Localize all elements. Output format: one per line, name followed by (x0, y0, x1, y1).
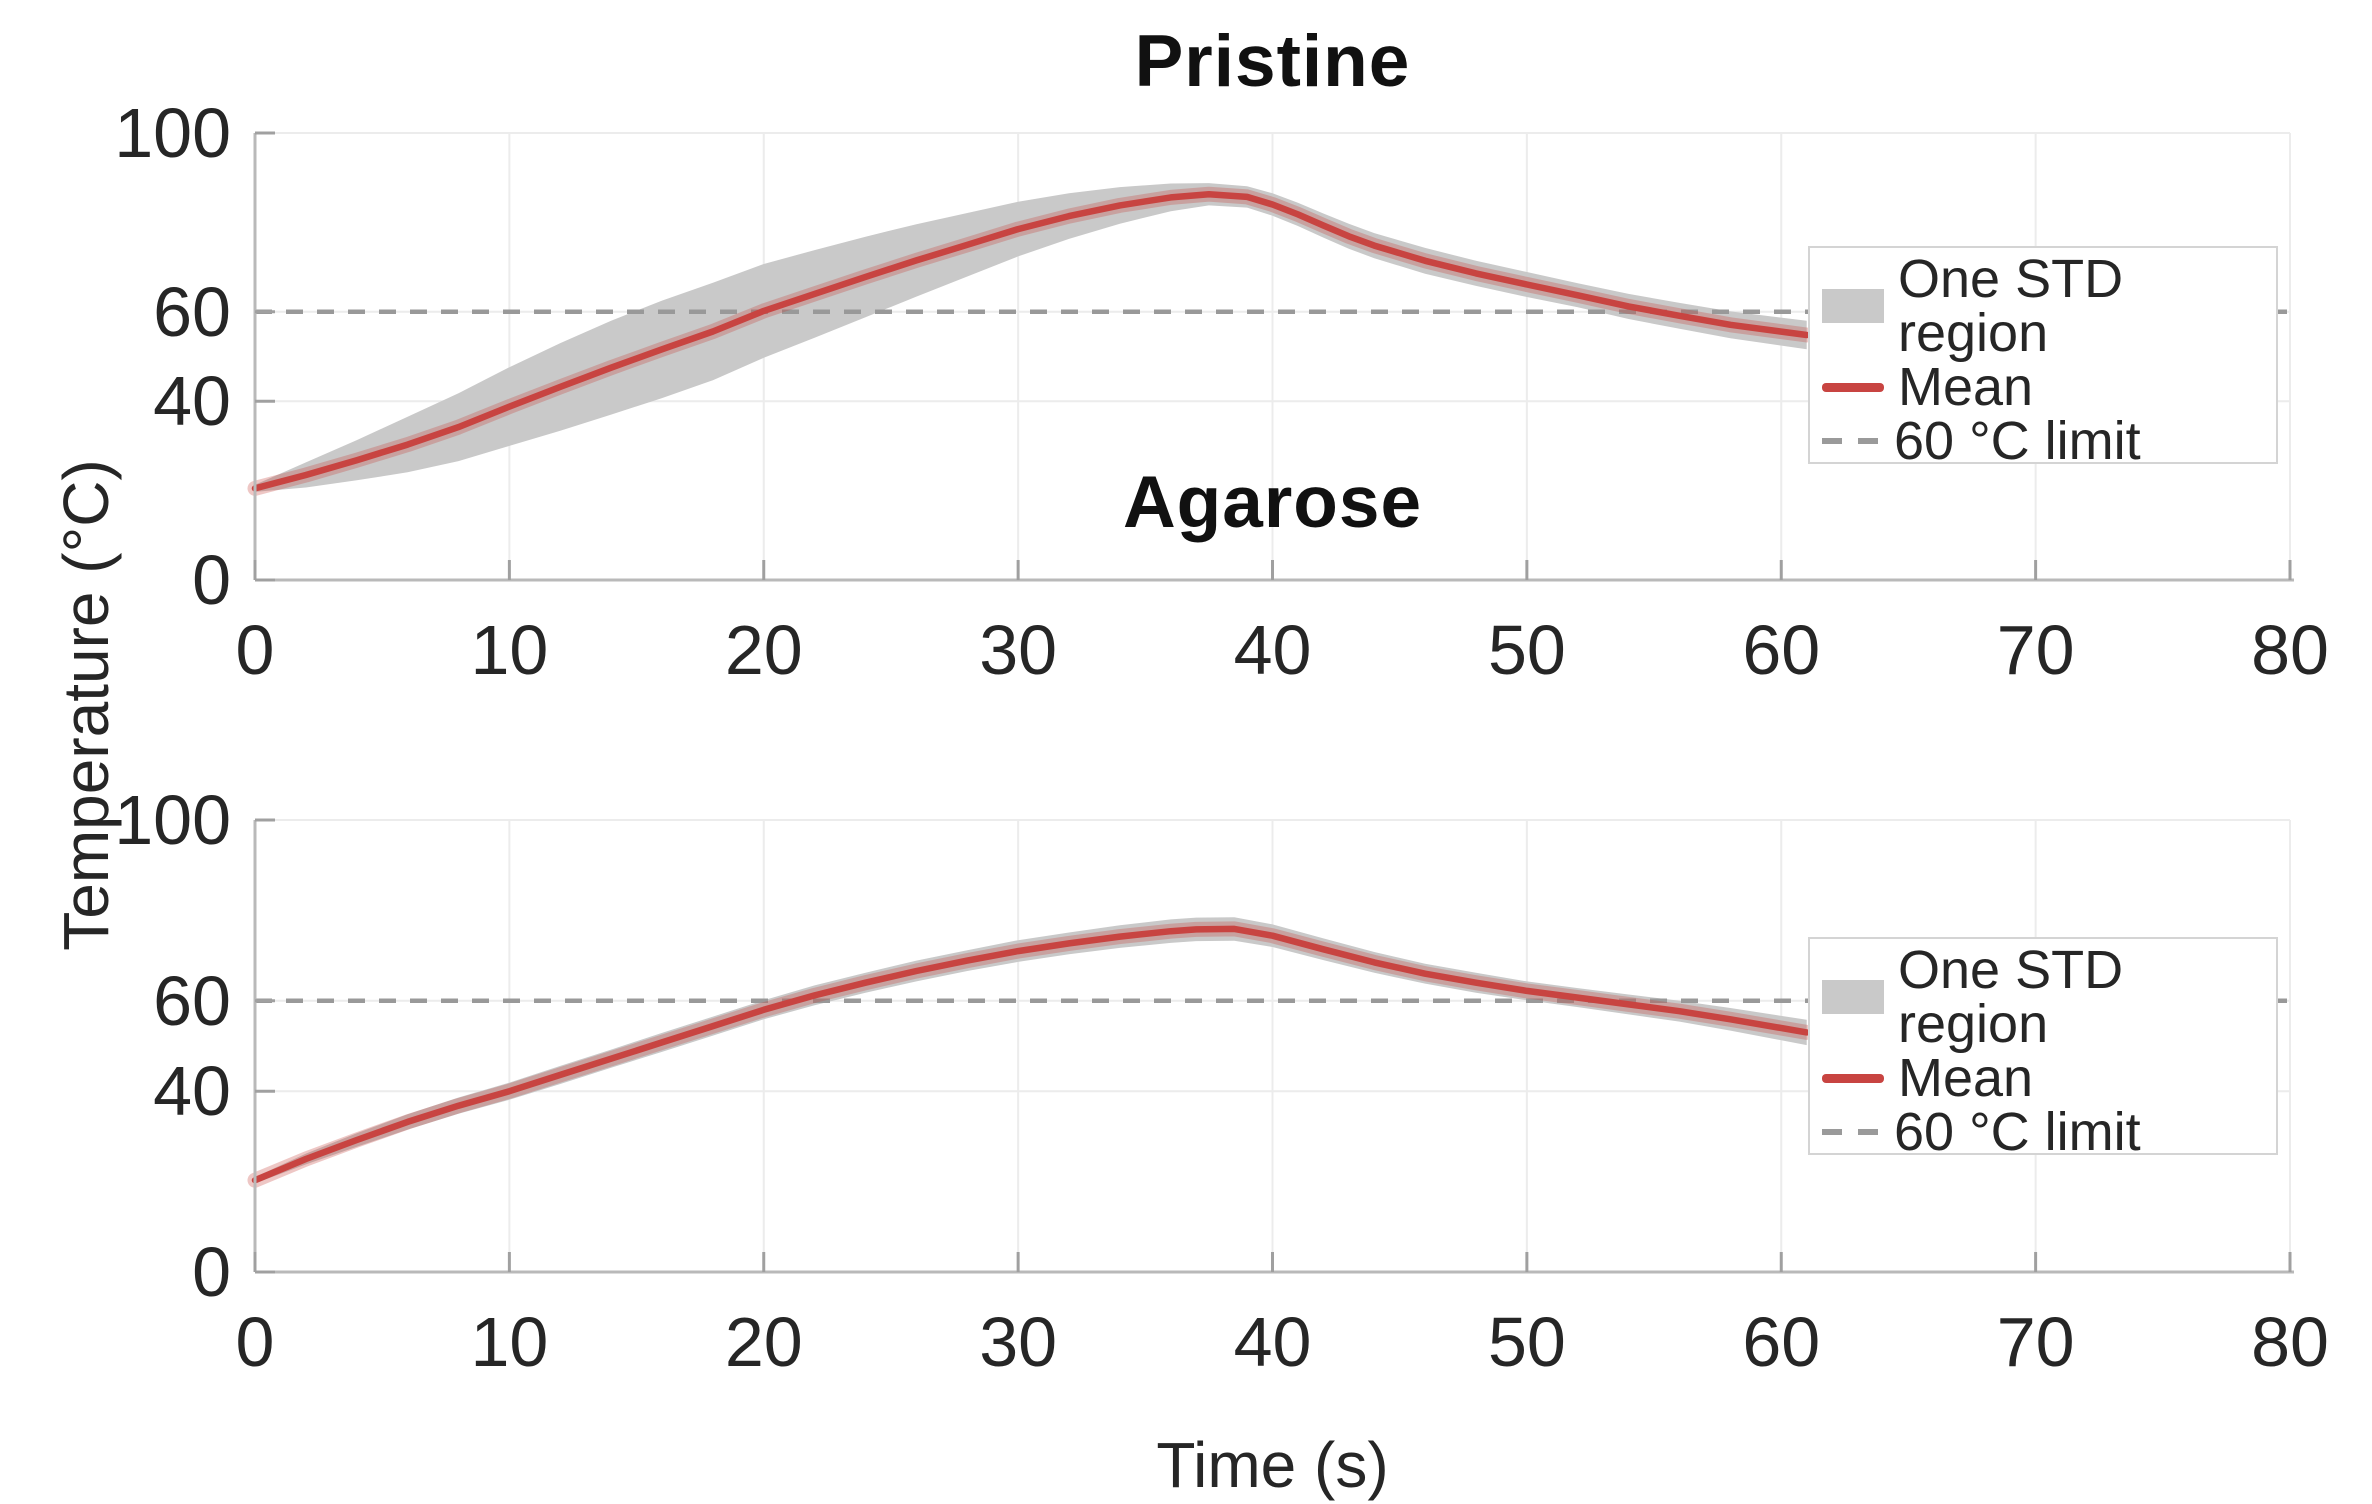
std-band-swatch (1822, 289, 1884, 323)
y-axis-label: Temperature (°C) (50, 459, 122, 951)
x-tick-label: 10 (470, 611, 548, 689)
x-tick-label: 0 (236, 611, 275, 689)
legend-label: One STD region (1898, 249, 2124, 363)
y-tick-label: 40 (153, 362, 231, 440)
y-tick-label: 0 (192, 541, 231, 619)
std-band-swatch (1822, 980, 1884, 1014)
legend-item-limit: 60 °C limit (1822, 414, 2268, 468)
legend-agarose: One STD region Mean 60 °C limit (1808, 937, 2278, 1159)
x-tick-label: 20 (725, 611, 803, 689)
y-tick-label: 40 (153, 1052, 231, 1130)
x-axis-label: Time (s) (1156, 1429, 1389, 1501)
limit-dash-swatch (1822, 1129, 1880, 1135)
legend-pristine: One STD region Mean 60 °C limit (1808, 246, 2278, 468)
x-tick-label: 80 (2251, 1303, 2329, 1381)
y-tick-label: 100 (114, 94, 231, 172)
mean-line (251, 925, 1810, 1184)
x-tick-label: 10 (470, 1303, 548, 1381)
chart-title-pristine: Pristine (1134, 21, 1411, 102)
chart-title-agarose: Agarose (1122, 462, 1423, 543)
legend-label: Mean (1898, 357, 2034, 417)
x-tick-label: 60 (1742, 1303, 1820, 1381)
limit-dash-swatch (1822, 438, 1880, 444)
legend-label: Mean (1898, 1048, 2034, 1108)
x-tick-label: 30 (979, 1303, 1057, 1381)
x-tick-label: 20 (725, 1303, 803, 1381)
legend-item-mean: Mean (1822, 360, 2268, 414)
std-band (255, 917, 1807, 1184)
mean-line (251, 190, 1810, 492)
mean-line-swatch (1822, 1073, 1884, 1083)
y-tick-label: 60 (153, 962, 231, 1040)
legend-item-limit: 60 °C limit (1822, 1105, 2268, 1159)
y-tick-label: 0 (192, 1233, 231, 1311)
x-tick-label: 30 (979, 611, 1057, 689)
x-tick-label: 80 (2251, 611, 2329, 689)
legend-label: 60 °C limit (1894, 411, 2141, 471)
x-tick-label: 70 (1997, 1303, 2075, 1381)
legend-label: 60 °C limit (1894, 1102, 2141, 1162)
x-tick-label: 40 (1234, 611, 1312, 689)
x-tick-label: 0 (236, 1303, 275, 1381)
y-tick-label: 60 (153, 273, 231, 351)
x-tick-label: 60 (1742, 611, 1820, 689)
legend-item-std: One STD region (1822, 943, 2268, 1051)
legend-label: One STD region (1898, 940, 2124, 1054)
legend-item-std: One STD region (1822, 252, 2268, 360)
x-tick-label: 50 (1488, 611, 1566, 689)
legend-item-mean: Mean (1822, 1051, 2268, 1105)
y-tick-label: 100 (114, 781, 231, 859)
mean-line-halo (247, 921, 1815, 1188)
x-tick-label: 50 (1488, 1303, 1566, 1381)
x-tick-label: 70 (1997, 611, 2075, 689)
subplot-pristine: 0 10 20 30 40 50 60 70 80 0 40 60 100 (114, 94, 2329, 689)
mean-line-swatch (1822, 382, 1884, 392)
subplot-agarose: 0 10 20 30 40 50 60 70 80 0 40 60 100 (114, 781, 2329, 1381)
x-tick-label: 40 (1234, 1303, 1312, 1381)
